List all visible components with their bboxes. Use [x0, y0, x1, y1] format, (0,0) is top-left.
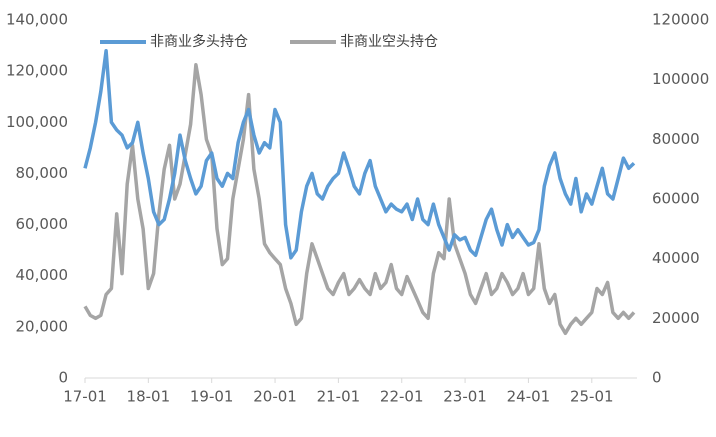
y-tick-label: 100,000 — [6, 113, 68, 131]
y2-tick-label: 80000 — [652, 130, 700, 148]
x-tick-label: 20-01 — [253, 388, 297, 406]
series-line — [83, 48, 636, 260]
y2-tick-label: 120000 — [652, 11, 709, 29]
y-tick-label: 140,000 — [6, 11, 68, 29]
x-tick-label: 18-01 — [127, 388, 171, 406]
x-tick-label: 17-01 — [63, 388, 107, 406]
x-tick-label: 19-01 — [190, 388, 234, 406]
y-tick-label: 40,000 — [16, 266, 69, 284]
x-tick-label: 21-01 — [317, 388, 361, 406]
y2-tick-label: 40000 — [652, 249, 700, 267]
legend-label: 非商业多头持仓 — [150, 33, 248, 50]
y-tick-label: 0 — [58, 369, 68, 387]
y2-tick-label: 20000 — [652, 309, 700, 327]
y-tick-label: 120,000 — [6, 62, 68, 80]
y-tick-label: 80,000 — [16, 164, 69, 182]
y2-tick-label: 60000 — [652, 190, 700, 208]
legend-label: 非商业空头持仓 — [340, 34, 438, 50]
x-tick-label: 24-01 — [507, 388, 551, 406]
x-tick-label: 22-01 — [380, 388, 424, 406]
y-tick-label: 60,000 — [16, 215, 69, 233]
y-tick-label: 20,000 — [16, 317, 69, 335]
x-tick-label: 25-01 — [570, 388, 614, 406]
y2-tick-label: 0 — [652, 369, 662, 387]
x-tick-label: 23-01 — [443, 388, 487, 406]
y2-tick-label: 100000 — [652, 70, 709, 88]
series-line — [83, 63, 636, 336]
